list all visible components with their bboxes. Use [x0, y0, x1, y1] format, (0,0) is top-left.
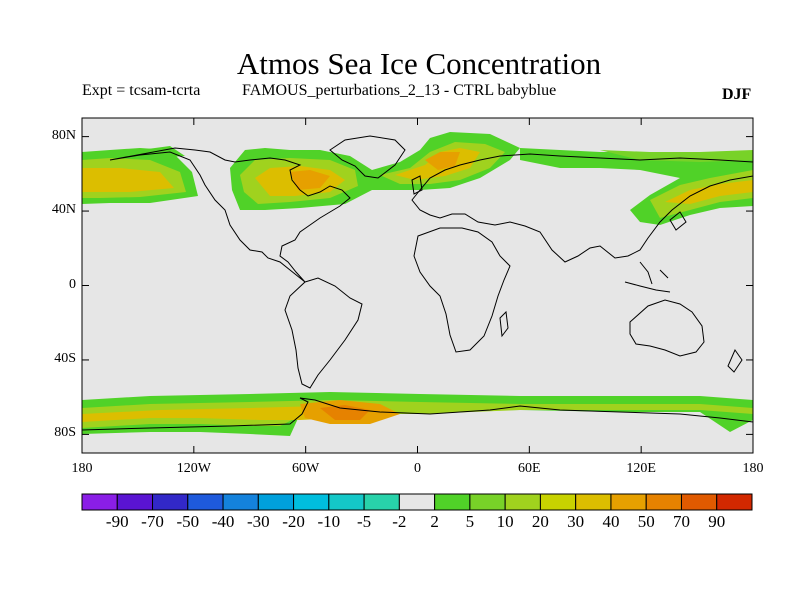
colorbar-box	[257, 493, 295, 511]
coastlines	[82, 135, 753, 431]
y-tick-label: 80N	[51, 127, 76, 143]
colorbar-label: 10	[496, 512, 514, 531]
experiment-label: Expt = tcsam-tcrta	[82, 82, 201, 99]
x-tick-label: 180	[71, 461, 93, 476]
season-label: DJF	[722, 86, 752, 103]
y-tick-label: 80S	[54, 425, 76, 441]
colorbar-label: 20	[531, 512, 549, 531]
coast-japan	[669, 211, 687, 231]
page-title: Atmos Sea Ice Concentration	[236, 46, 602, 81]
colorbar-box	[645, 493, 682, 511]
colorbar-box	[363, 493, 400, 511]
colorbar-box	[680, 493, 718, 511]
colorbar-label: 90	[708, 512, 726, 531]
colorbar-label: -2	[392, 512, 407, 531]
colorbar-box	[610, 493, 647, 511]
tick-marks	[81, 118, 754, 453]
y-tick-label: 0	[69, 276, 76, 292]
colorbar-label: -20	[282, 512, 305, 531]
x-tick-label: 180	[742, 461, 764, 476]
colorbar-label: -90	[105, 512, 129, 531]
coast-indonesia	[624, 261, 671, 293]
colorbar-label: 70	[672, 512, 690, 531]
y-tick-label: 40N	[51, 202, 76, 218]
colorbar-box	[575, 493, 612, 511]
coast-eurasia	[411, 153, 753, 263]
colorbar-box	[398, 493, 436, 511]
y-tick-label: 40S	[54, 350, 76, 366]
northern-ice-band	[82, 132, 753, 225]
colorbar-box	[504, 493, 541, 511]
colorbar-label: 2	[430, 512, 439, 531]
x-tick-label: 120W	[176, 461, 211, 476]
x-tick-label: 0	[414, 461, 421, 476]
coast-africa	[413, 227, 511, 353]
run-label: FAMOUS_perturbations_2_13 - CTRL babyblu…	[242, 82, 557, 99]
colorbar-label: 50	[637, 512, 655, 531]
colorbar-box	[716, 493, 753, 511]
coast-madagascar	[499, 310, 509, 338]
colorbar-box	[81, 493, 118, 511]
colorbar-box	[539, 493, 577, 511]
colorbar-box	[116, 493, 154, 511]
colorbar-label: -5	[357, 512, 372, 531]
coast-uk	[411, 175, 423, 195]
colorbar-label: -50	[176, 512, 200, 531]
colorbar-box	[152, 493, 189, 511]
coast-greenland	[329, 135, 406, 179]
colorbar-box	[187, 493, 224, 511]
x-tick-label: 60W	[292, 461, 320, 476]
coast-new-zealand	[727, 348, 743, 373]
coast-antarctica	[82, 397, 753, 431]
colorbar-box	[434, 493, 471, 511]
colorbar-box	[293, 493, 330, 511]
ice-field	[82, 132, 753, 436]
colorbar-label: 30	[567, 512, 585, 531]
colorbar-label: -10	[317, 512, 341, 531]
colorbar-box	[222, 493, 259, 511]
colorbar-box	[328, 493, 365, 511]
colorbar-label: -70	[141, 512, 164, 531]
coast-north-america	[109, 147, 351, 283]
colorbar-label: 40	[602, 512, 620, 531]
coast-australia	[629, 299, 705, 357]
colorbar-label: 5	[465, 512, 475, 531]
colorbar-label: -30	[246, 512, 270, 531]
colorbar-label: -40	[211, 512, 235, 531]
x-tick-label: 60E	[518, 461, 541, 476]
coast-south-america	[284, 277, 363, 389]
colorbar-box	[469, 493, 506, 511]
x-tick-label: 120E	[626, 461, 656, 476]
